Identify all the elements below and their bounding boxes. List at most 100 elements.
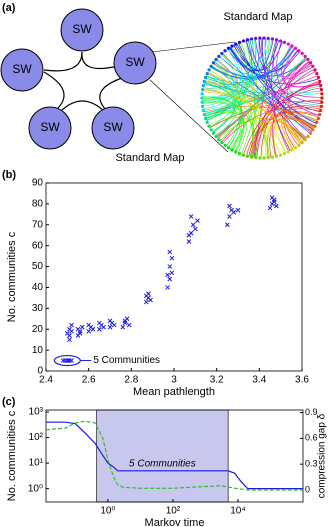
chord <box>254 108 321 158</box>
map-node <box>230 44 234 48</box>
sw-node <box>91 106 135 150</box>
point <box>190 222 196 228</box>
map-node <box>270 155 275 159</box>
chord <box>245 111 320 156</box>
y-tick-label: 70 <box>32 219 44 230</box>
map-node <box>200 96 204 100</box>
map-node <box>311 128 315 132</box>
chord <box>219 121 248 154</box>
point <box>96 326 102 332</box>
map-node <box>300 140 304 145</box>
map-node <box>319 108 323 113</box>
map-node <box>200 92 204 96</box>
chord <box>203 106 318 121</box>
x-tick-label: 2.4 <box>39 375 53 386</box>
point <box>224 222 230 228</box>
chord <box>204 111 276 157</box>
chord <box>202 96 241 148</box>
map-node <box>293 146 298 150</box>
map-node <box>220 51 224 56</box>
chord <box>205 58 237 85</box>
point <box>67 337 72 343</box>
map-node <box>266 156 270 160</box>
map-node <box>200 100 204 104</box>
point <box>107 324 113 330</box>
point <box>66 358 71 363</box>
map-node <box>254 156 258 160</box>
map-node <box>202 112 206 117</box>
chord <box>266 118 314 158</box>
chord <box>202 38 267 98</box>
chord <box>230 45 292 150</box>
chord <box>253 39 277 158</box>
map-node <box>200 88 205 92</box>
chord <box>202 90 303 143</box>
map-node <box>274 154 279 158</box>
map-node <box>320 96 324 100</box>
edge <box>59 100 106 113</box>
x-tick-label: 3.2 <box>210 375 224 386</box>
map-node <box>204 75 208 80</box>
panel-label: (c) <box>2 396 16 408</box>
sw-node <box>60 8 104 52</box>
map-node <box>249 37 254 41</box>
panel-label: (a) <box>2 2 16 14</box>
chord <box>205 75 236 133</box>
plot-frame <box>45 409 304 503</box>
y2-tick-label: 0.9 <box>305 407 318 417</box>
point <box>231 209 237 215</box>
chord <box>229 39 274 71</box>
point <box>107 318 113 324</box>
y-tick-label: 50 <box>32 261 44 272</box>
chord <box>202 87 303 143</box>
point <box>271 199 277 205</box>
y-axis-label: No. communities c <box>6 410 18 501</box>
map-node <box>207 68 211 72</box>
x-tick-label: 3 <box>171 375 177 386</box>
map-node <box>315 71 319 76</box>
zoom-line <box>151 41 236 53</box>
chord <box>243 83 321 156</box>
chord <box>209 100 322 129</box>
panel-label: (b) <box>2 169 16 181</box>
sw-node <box>28 106 72 150</box>
chord <box>222 52 315 127</box>
map-node <box>315 120 319 125</box>
point <box>165 272 170 278</box>
map-node <box>258 36 262 40</box>
map-node <box>226 146 231 150</box>
map-node <box>282 152 287 156</box>
chord <box>284 105 322 146</box>
chord <box>234 44 270 158</box>
node-label: SW <box>103 120 123 134</box>
map-node <box>270 37 275 41</box>
point <box>120 324 126 330</box>
y2-tick-label: 0 <box>305 484 310 494</box>
map-node <box>316 75 320 80</box>
sw-network <box>43 41 236 153</box>
point <box>101 324 106 330</box>
y-tick-label: 10⁰ <box>28 483 43 494</box>
point <box>96 320 102 326</box>
chord <box>210 66 312 133</box>
chord <box>204 109 237 137</box>
node-label: SW <box>72 22 92 36</box>
point <box>69 322 74 328</box>
chord <box>249 39 317 124</box>
map-node <box>205 120 209 125</box>
map-node <box>303 54 307 58</box>
map-node <box>297 49 301 53</box>
chord <box>282 47 321 87</box>
chord <box>202 73 234 101</box>
map-node <box>241 39 246 43</box>
chord <box>288 62 322 98</box>
map-caption: Standard Map <box>115 152 184 164</box>
map-node <box>318 79 322 84</box>
edge <box>99 77 123 111</box>
point <box>169 270 175 276</box>
map-node <box>308 131 313 135</box>
plot-frame <box>45 182 303 372</box>
standard-map <box>200 36 324 160</box>
point <box>67 326 72 332</box>
y-tick-label: 10³ <box>29 407 44 418</box>
